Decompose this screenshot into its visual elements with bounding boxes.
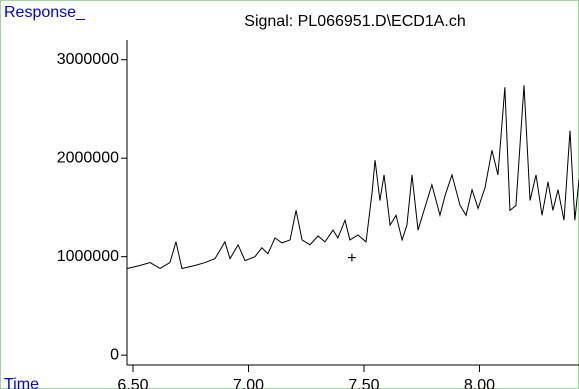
y-tick-label: 2000000 [57,149,119,166]
chart-title: Signal: PL066951.D\ECD1A.ch [244,13,465,30]
y-tick-label: 0 [110,346,119,363]
y-tick-label: 3000000 [57,51,119,68]
x-tick-label: 7.00 [233,377,264,389]
x-tick-label: 8.00 [464,377,495,389]
x-axis-label: Time [4,376,39,389]
y-tick-label: 1000000 [57,248,119,265]
x-tick-label: 6.50 [117,377,148,389]
x-tick-label: 7.50 [348,377,379,389]
y-axis-label: Response_ [4,4,86,21]
annotation: + [347,250,356,267]
signal-line [126,85,579,270]
